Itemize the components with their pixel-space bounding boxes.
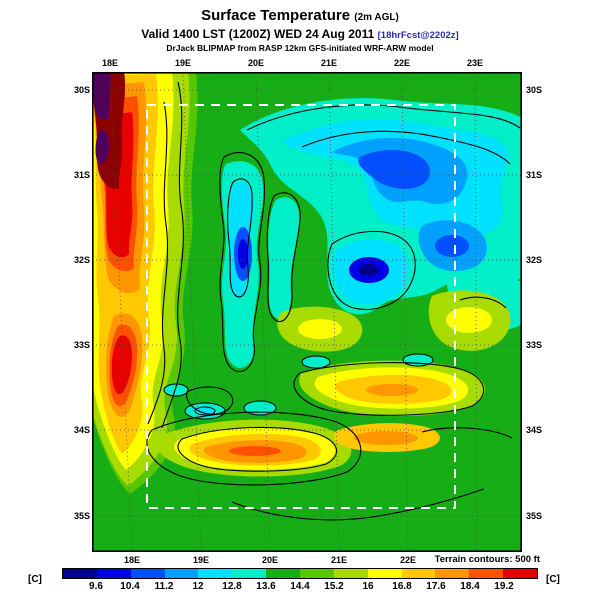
colorbar-tick: 18.4 (460, 581, 480, 592)
title-suffix: (2m AGL) (354, 12, 399, 23)
colorbar-tick: 15.2 (324, 581, 344, 592)
header: Surface Temperature (2m AGL) Valid 1400 … (0, 7, 600, 53)
nest-boundary-dashed-rect (146, 104, 456, 509)
axis-tick-right: 31S (526, 170, 543, 180)
latlon-grid (92, 71, 522, 553)
terrain-contour-lines (146, 81, 521, 521)
colorbar-segment (300, 569, 334, 578)
colorbar-tick: 16 (362, 581, 374, 592)
terrain-contours-note: Terrain contours: 500 ft (434, 554, 540, 565)
page-title: Surface Temperature (2m AGL) (0, 7, 600, 26)
colorbar-segment (164, 569, 199, 578)
colorbar-segment (435, 569, 470, 578)
axis-tick-top: 18E (101, 58, 118, 68)
colorbar-tick: 19.2 (494, 581, 514, 592)
axis-tick-bottom: 22E (399, 555, 416, 565)
axis-tick-top: 22E (393, 58, 410, 68)
colorbar-tick: 12.8 (222, 581, 242, 592)
colorbar-tick: 11.2 (154, 581, 174, 592)
axis-tick-bottom: 20E (261, 555, 278, 565)
axis-tick-bottom: 19E (192, 555, 209, 565)
valid-line: Valid 1400 LST (1200Z) WED 24 Aug 2011 [… (0, 27, 600, 42)
colorbar-unit-right: [C] (546, 574, 560, 585)
axis-tick-right: 30S (526, 85, 543, 95)
axis-tick-right: 32S (526, 255, 543, 265)
colorbar-segment (401, 569, 436, 578)
title-text: Surface Temperature (201, 7, 351, 24)
axis-tick-top: 20E (247, 58, 264, 68)
colorbar-segment (232, 569, 267, 578)
axis-tick-bottom: 18E (123, 555, 140, 565)
forecast-tag: [18hrFcst@2202z] (377, 29, 459, 41)
valid-text: Valid 1400 LST (1200Z) WED 24 Aug 2011 (141, 26, 375, 41)
colorbar-segment (63, 569, 97, 578)
axis-tick-right: 35S (526, 511, 543, 521)
map-area (92, 71, 522, 553)
colorbar-segment (333, 569, 368, 578)
colorbar-strip (62, 568, 538, 579)
axis-tick-right: 33S (526, 340, 543, 350)
colorbar-tick: 13.6 (256, 581, 276, 592)
axis-tick-left: 30S (73, 85, 90, 95)
colorbar-tick: 9.6 (89, 581, 103, 592)
colorbar-segment (503, 569, 538, 578)
temperature-map-canvas (92, 71, 522, 553)
axis-tick-left: 31S (73, 170, 90, 180)
colorbar-segment (96, 569, 131, 578)
axis-tick-bottom: 21E (330, 555, 347, 565)
colorbar-segment (198, 569, 233, 578)
axis-tick-top: 19E (174, 58, 191, 68)
colorbar-tick: 17.6 (426, 581, 446, 592)
model-line: DrJack BLIPMAP from RASP 12km GFS-initia… (166, 42, 434, 53)
axis-tick-top: 21E (320, 58, 337, 68)
colorbar-segment (130, 569, 165, 578)
axis-tick-left: 33S (73, 340, 90, 350)
colorbar-tick: 14.4 (290, 581, 310, 592)
axis-tick-top: 23E (466, 58, 483, 68)
colorbar-segment (367, 569, 402, 578)
axis-tick-right: 34S (526, 425, 543, 435)
colorbar-segment (469, 569, 504, 578)
colorbar-tick: 12 (192, 581, 204, 592)
colorbar-segment (266, 569, 301, 578)
temperature-field (92, 72, 522, 552)
colorbar-tick-labels: 9.6 10.4 11.2 12 12.8 13.6 14.4 15.2 16 16.8 17.6 1… (62, 581, 538, 594)
axis-tick-left: 32S (73, 255, 90, 265)
axis-tick-left: 35S (73, 511, 90, 521)
colorbar-tick: 10.4 (120, 581, 140, 592)
map-frame (92, 72, 522, 552)
colorbar-unit-left: [C] (28, 574, 42, 585)
axis-tick-left: 34S (73, 425, 90, 435)
colorbar-tick: 16.8 (392, 581, 412, 592)
